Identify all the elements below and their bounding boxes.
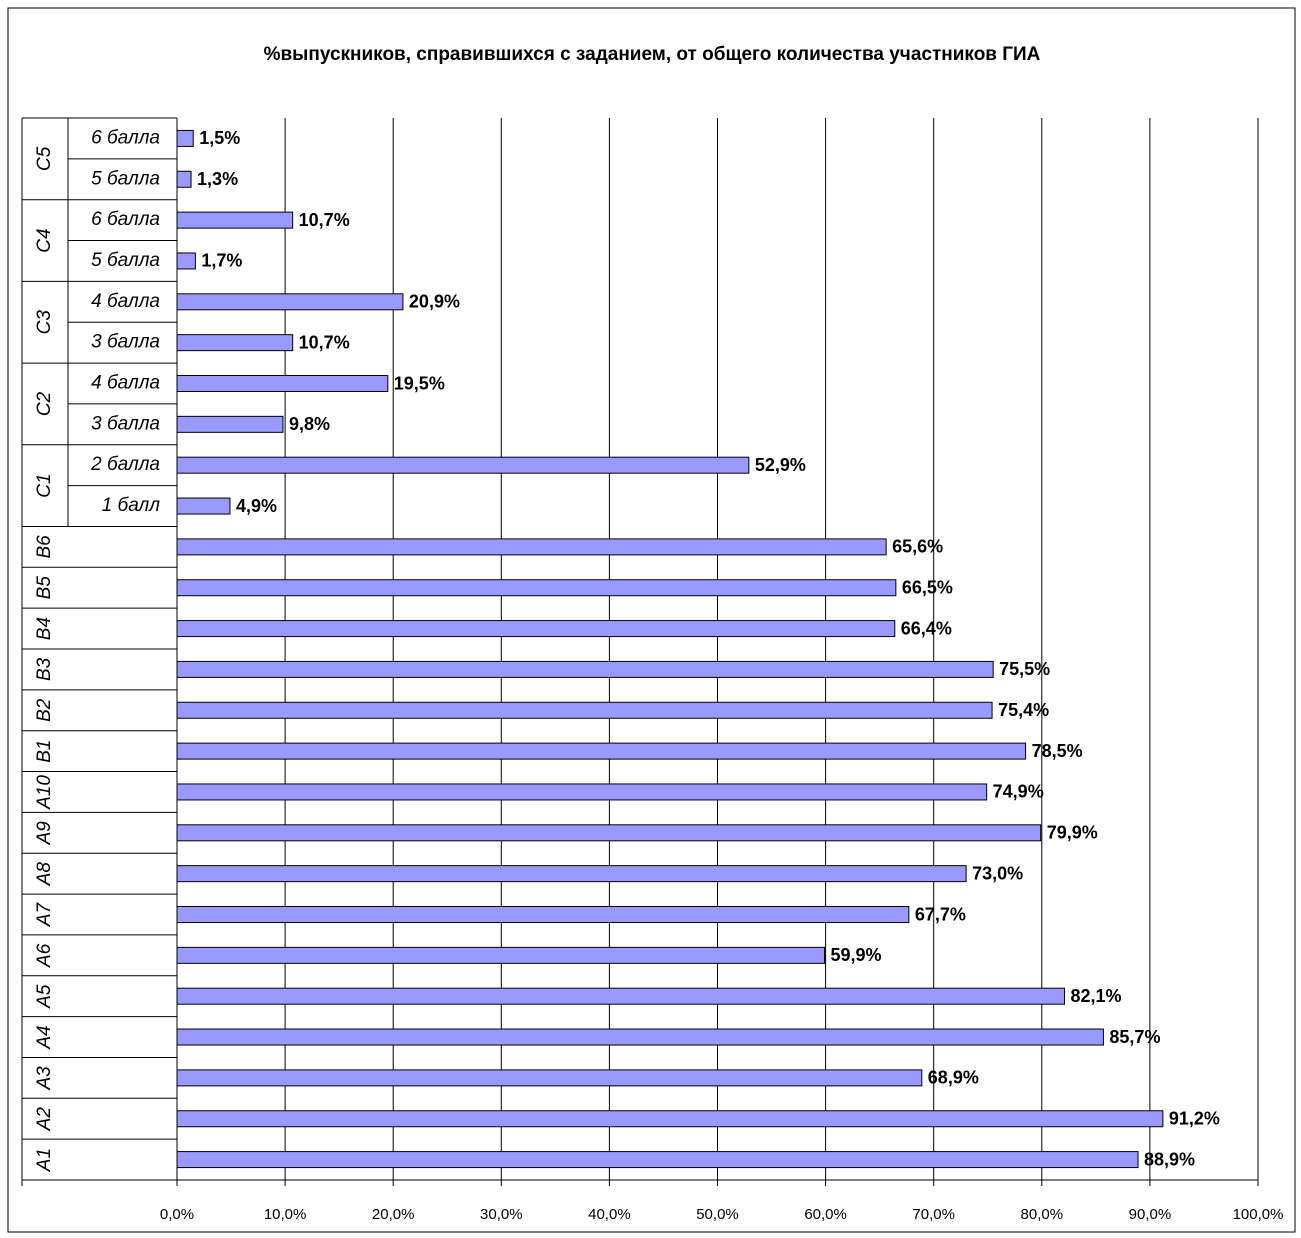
value-label: 66,5% xyxy=(902,577,953,597)
value-label: 10,7% xyxy=(299,210,350,230)
group-label: A8 xyxy=(34,862,55,887)
bar xyxy=(176,170,192,188)
bar xyxy=(176,129,194,147)
bar xyxy=(176,497,231,515)
bar xyxy=(176,824,1042,842)
group-label: A3 xyxy=(34,1066,55,1091)
sub-category-label: 5 балла xyxy=(91,168,160,189)
bar xyxy=(176,987,1066,1005)
bar xyxy=(176,701,993,719)
value-label: 59,9% xyxy=(831,945,882,965)
chart-border xyxy=(7,7,1296,1233)
group-label: A5 xyxy=(34,984,55,1009)
value-label: 79,9% xyxy=(1047,823,1098,843)
bar xyxy=(176,415,284,433)
group-label: B3 xyxy=(34,657,55,681)
x-tick-label: 0,0% xyxy=(160,1206,194,1223)
bar xyxy=(176,456,750,474)
sub-category-label: 6 балла xyxy=(91,209,160,230)
group-label: B2 xyxy=(34,698,55,722)
value-label: 10,7% xyxy=(299,332,350,352)
sub-category-label: 3 балла xyxy=(91,413,160,434)
value-label: 52,9% xyxy=(755,455,806,475)
bar xyxy=(176,1028,1104,1046)
x-tick-label: 100,0% xyxy=(1233,1206,1284,1223)
bar xyxy=(176,375,389,392)
group-label: A6 xyxy=(34,943,55,968)
x-tick-label: 70,0% xyxy=(912,1206,955,1223)
group-label: B6 xyxy=(34,535,55,559)
x-tick-label: 40,0% xyxy=(588,1206,631,1223)
x-tick-label: 20,0% xyxy=(372,1206,415,1223)
group-label: C3 xyxy=(34,310,55,335)
bar xyxy=(176,865,967,883)
x-tick-label: 30,0% xyxy=(480,1206,523,1223)
sub-category-label: 5 балла xyxy=(91,250,160,271)
sub-category-label: 3 балла xyxy=(91,332,160,353)
bar xyxy=(176,579,897,597)
value-label: 9,8% xyxy=(289,414,330,434)
x-tick-label: 80,0% xyxy=(1021,1206,1064,1223)
value-label: 66,4% xyxy=(901,618,952,638)
group-label: B1 xyxy=(34,739,55,762)
x-tick-label: 90,0% xyxy=(1129,1206,1172,1223)
group-label: A9 xyxy=(34,821,55,846)
group-label: C2 xyxy=(34,391,55,416)
value-label: 4,9% xyxy=(236,496,277,516)
value-label: 74,9% xyxy=(993,782,1044,802)
value-label: 1,3% xyxy=(197,169,238,189)
value-label: 85,7% xyxy=(1109,1027,1160,1047)
bar xyxy=(176,620,896,638)
value-label: 19,5% xyxy=(394,373,445,393)
value-label: 78,5% xyxy=(1032,741,1083,761)
value-label: 67,7% xyxy=(915,904,966,924)
value-label: 68,9% xyxy=(928,1068,979,1088)
bar xyxy=(176,211,294,229)
group-label: C5 xyxy=(34,146,55,171)
value-label: 1,5% xyxy=(199,128,240,148)
bar xyxy=(176,1110,1164,1128)
value-label: 88,9% xyxy=(1144,1149,1195,1169)
bar xyxy=(176,742,1027,760)
group-label: A1 xyxy=(34,1148,55,1172)
sub-category-label: 4 балла xyxy=(91,373,160,394)
group-label: A7 xyxy=(34,901,55,927)
value-label: 73,0% xyxy=(972,863,1023,883)
bar xyxy=(176,660,994,678)
value-label: 82,1% xyxy=(1071,986,1122,1006)
x-tick-label: 10,0% xyxy=(264,1206,307,1223)
x-tick-label: 60,0% xyxy=(804,1206,847,1223)
group-label: C4 xyxy=(34,228,55,252)
bar xyxy=(176,1069,923,1087)
group-label: A2 xyxy=(34,1107,55,1132)
bar xyxy=(176,906,910,923)
value-label: 20,9% xyxy=(409,292,460,312)
value-label: 75,4% xyxy=(998,700,1049,720)
group-label: A10 xyxy=(34,775,55,810)
x-tick-label: 50,0% xyxy=(696,1206,739,1223)
value-label: 65,6% xyxy=(892,537,943,557)
value-label: 75,5% xyxy=(999,659,1050,679)
bar xyxy=(176,538,887,556)
group-label: A4 xyxy=(34,1025,55,1049)
group-label: B4 xyxy=(34,617,55,640)
value-label: 1,7% xyxy=(201,251,242,271)
bar xyxy=(176,1151,1139,1169)
bar xyxy=(176,252,196,270)
sub-category-label: 2 балла xyxy=(90,454,160,475)
value-label: 91,2% xyxy=(1169,1108,1220,1128)
bar xyxy=(176,946,826,964)
sub-category-label: 6 балла xyxy=(91,127,160,148)
group-label: C1 xyxy=(34,473,55,497)
bar xyxy=(176,293,404,311)
group-label: B5 xyxy=(34,576,55,600)
sub-category-label: 1 балл xyxy=(102,495,161,516)
chart-title: %выпускников, справившихся с заданием, о… xyxy=(264,44,1041,65)
bar xyxy=(176,783,988,801)
bar xyxy=(176,334,294,352)
sub-category-label: 4 балла xyxy=(91,291,160,312)
